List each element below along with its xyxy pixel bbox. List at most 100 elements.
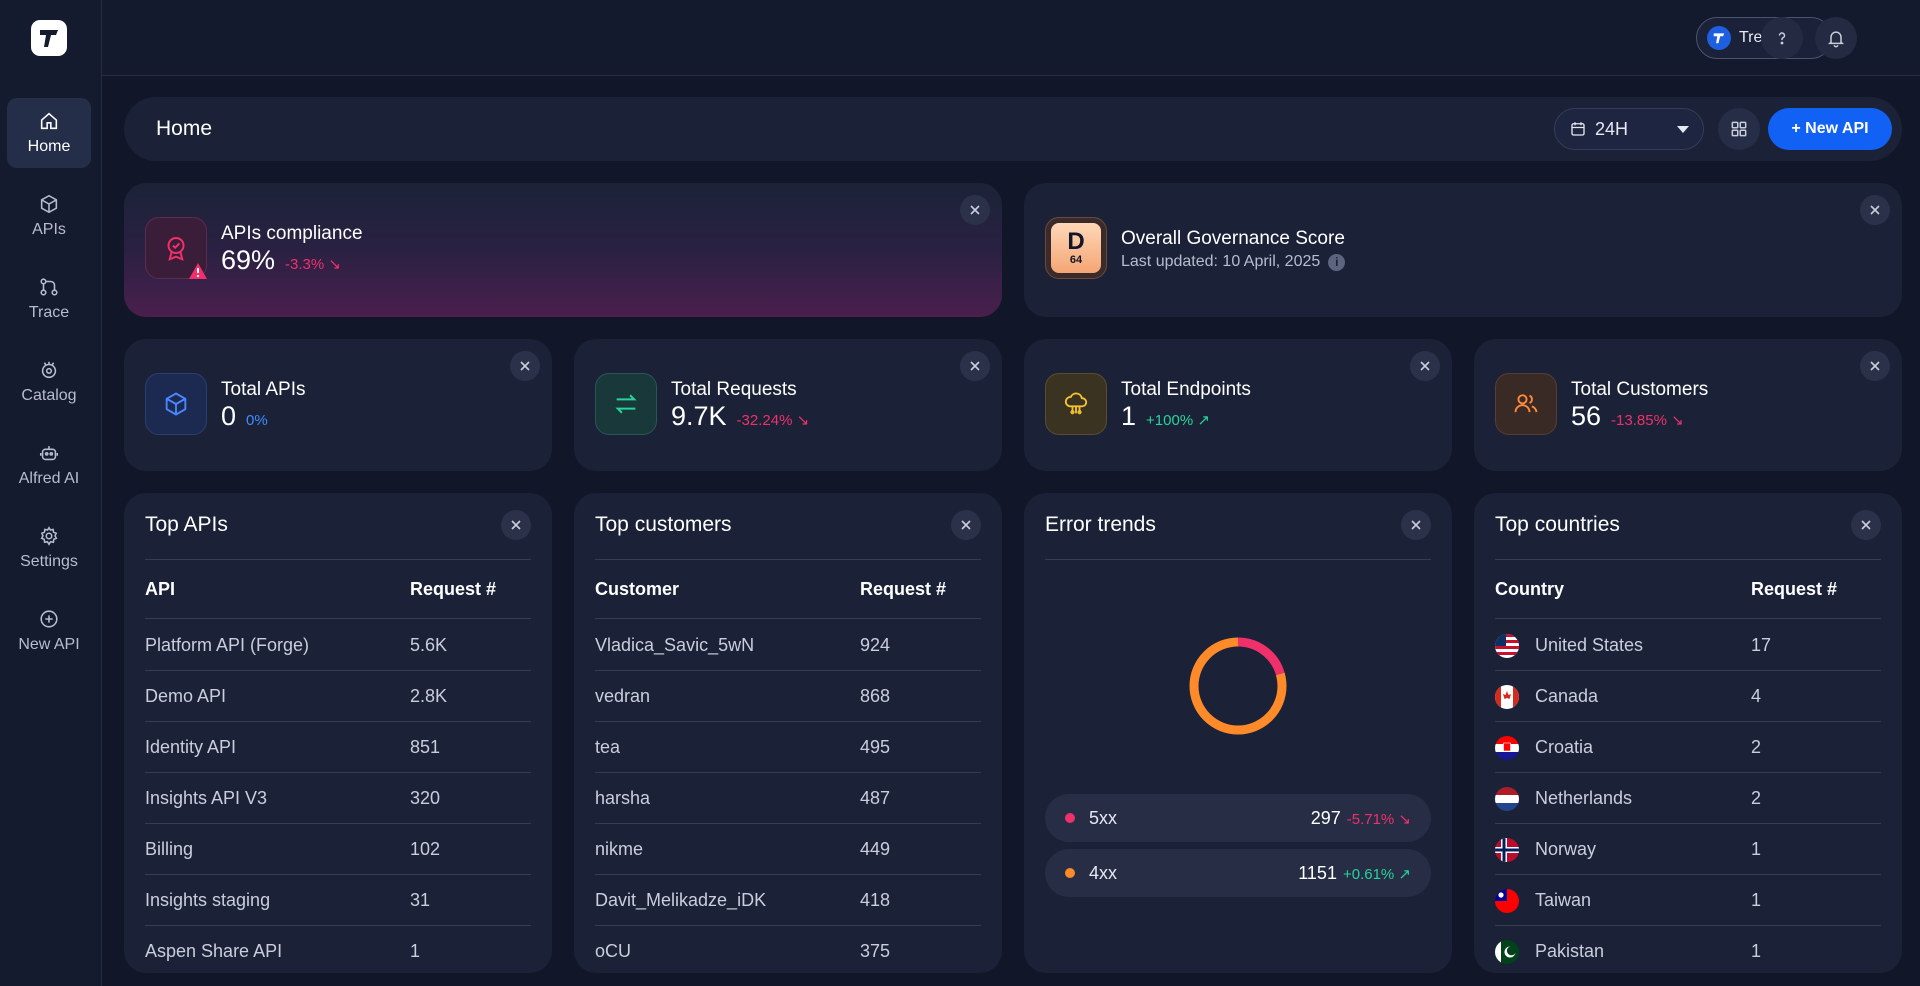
api-name: Billing (145, 839, 194, 859)
table-row[interactable]: Davit_Melikadze_iDK 418 (595, 875, 981, 926)
new-api-button[interactable]: + New API (1768, 108, 1892, 150)
request-count: 2 (1751, 788, 1762, 808)
table-row[interactable]: Demo API 2.8K (145, 671, 531, 722)
total-requests-card: Total Requests 9.7K -32.24% ↘ (574, 339, 1002, 471)
table-row[interactable]: Insights staging 31 (145, 875, 531, 926)
info-icon[interactable]: i (1328, 253, 1346, 271)
close-compliance-card-button[interactable] (960, 195, 990, 225)
sidebar-item-alfred-ai[interactable]: Alfred AI (7, 430, 91, 500)
home-icon (40, 112, 58, 130)
request-count: 2 (1751, 737, 1762, 757)
table-row[interactable]: United States 17 (1495, 620, 1881, 671)
customer-name: Davit_Melikadze_iDK (595, 890, 767, 910)
donut-slice-4xx[interactable] (1189, 637, 1287, 735)
table-header: Customer Request # (595, 579, 981, 619)
close-governance-card-button[interactable] (1860, 195, 1890, 225)
column-header: Request # (410, 579, 497, 599)
award-badge-icon (167, 237, 185, 261)
request-count: 4 (1751, 686, 1762, 706)
table-row[interactable]: Platform API (Forge) 5.6K (145, 620, 531, 671)
country-name: Norway (1535, 839, 1597, 859)
close-error-trends-button[interactable] (1401, 510, 1431, 540)
legend-value-row: 297 -5.71% ↘ (1311, 808, 1411, 829)
treblle-logo[interactable] (31, 20, 67, 56)
close-top-apis-button[interactable] (501, 510, 531, 540)
sidebar-item-new-api[interactable]: New API (7, 596, 91, 666)
country-name: United States (1535, 635, 1644, 655)
top-customers-panel: Top customers Customer Request # Vladica… (574, 493, 1002, 973)
table-row[interactable]: Vladica_Savic_5wN 924 (595, 620, 981, 671)
country-name: Canada (1535, 686, 1599, 706)
table-row[interactable]: tea 495 (595, 722, 981, 773)
close-total-apis-button[interactable] (510, 351, 540, 381)
close-top-customers-button[interactable] (951, 510, 981, 540)
error-trends-panel: Error trends 5xx 297 -5.71% ↘ 4xx 1151 +… (1024, 493, 1452, 973)
page-header: Home 24H + New API (124, 97, 1902, 161)
panel-title: Top countries (1495, 513, 1620, 536)
close-icon (970, 205, 980, 215)
table-row[interactable]: oCU 375 (595, 926, 981, 973)
table-row[interactable]: Croatia 2 (1495, 722, 1881, 773)
error-donut-chart[interactable] (1186, 634, 1290, 738)
compliance-value: 69% (221, 245, 276, 275)
request-count: 1 (1751, 839, 1762, 859)
table-row[interactable]: Insights API V3 320 (145, 773, 531, 824)
api-name: Platform API (Forge) (145, 635, 310, 655)
column-header: Request # (860, 579, 947, 599)
sidebar-item-label: Alfred AI (18, 470, 80, 487)
error-legend-5xx[interactable]: 5xx 297 -5.71% ↘ (1045, 794, 1431, 842)
top-apis-panel: Top APIs API Request # Platform API (For… (124, 493, 552, 973)
help-button[interactable] (1761, 17, 1803, 59)
stat-label: Total Requests (671, 379, 797, 400)
sidebar-item-settings[interactable]: Settings (7, 513, 91, 583)
governance-card: D 64 Overall Governance Score Last updat… (1024, 183, 1902, 317)
table-row[interactable]: harsha 487 (595, 773, 981, 824)
error-legend-4xx[interactable]: 4xx 1151 +0.61% ↗ (1045, 849, 1431, 897)
close-total-customers-button[interactable] (1860, 351, 1890, 381)
request-count: 1 (410, 941, 421, 961)
table-row[interactable]: Billing 102 (145, 824, 531, 875)
gear-icon (40, 526, 58, 546)
close-icon (1861, 520, 1871, 530)
close-top-countries-button[interactable] (1851, 510, 1881, 540)
total-requests-icon-box (595, 373, 657, 435)
table-row[interactable]: Netherlands 2 (1495, 773, 1881, 824)
close-total-requests-button[interactable] (960, 351, 990, 381)
grade-letter: D (1067, 228, 1085, 255)
governance-updated: Last updated: 10 April, 2025 (1121, 253, 1321, 270)
table-row[interactable]: Taiwan 1 (1495, 875, 1881, 926)
sidebar-item-trace[interactable]: Trace (7, 264, 91, 334)
table-row[interactable]: Aspen Share API 1 (145, 926, 531, 973)
table-row[interactable]: nikme 449 (595, 824, 981, 875)
sidebar-item-home[interactable]: Home (7, 98, 91, 168)
close-icon (1420, 361, 1430, 371)
api-name: Insights API V3 (145, 788, 268, 808)
layout-grid-button[interactable] (1718, 108, 1760, 150)
close-total-endpoints-button[interactable] (1410, 351, 1440, 381)
total-customers-card: Total Customers 56 -13.85% ↘ (1474, 339, 1902, 471)
sidebar-item-catalog[interactable]: Catalog (7, 347, 91, 417)
stat-value: 9.7K (671, 401, 727, 431)
customer-name: oCU (595, 941, 632, 961)
grade-score: 64 (1069, 254, 1083, 266)
request-count: 5.6K (410, 635, 448, 655)
request-count: 375 (860, 941, 891, 961)
request-count: 1 (1751, 941, 1762, 961)
time-range-select[interactable]: 24H (1554, 108, 1704, 150)
legend-value: 297 (1310, 807, 1341, 828)
divider (145, 559, 531, 560)
table-row[interactable]: Identity API 851 (145, 722, 531, 773)
sidebar-item-label: Home (27, 138, 71, 155)
customer-name: vedran (595, 686, 651, 706)
trace-icon (40, 278, 58, 296)
grid-icon (1731, 121, 1747, 137)
time-range-value: 24H (1595, 118, 1629, 139)
request-count: 2.8K (410, 686, 448, 706)
table-row[interactable]: Pakistan 1 (1495, 926, 1881, 973)
sidebar-item-apis[interactable]: APIs (7, 181, 91, 251)
compliance-label: APIs compliance (221, 223, 363, 244)
table-row[interactable]: Norway 1 (1495, 824, 1881, 875)
notifications-button[interactable] (1815, 17, 1857, 59)
table-row[interactable]: Canada 4 (1495, 671, 1881, 722)
table-row[interactable]: vedran 868 (595, 671, 981, 722)
